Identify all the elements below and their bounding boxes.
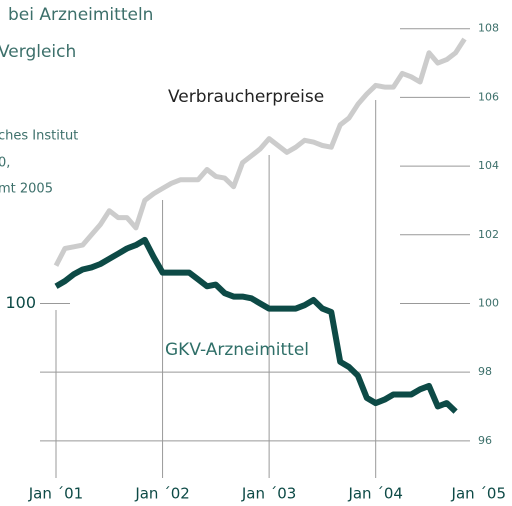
source-fragment: 0,: [0, 156, 10, 171]
series-label: Verbraucherpreise: [168, 87, 324, 107]
series-line: [54, 236, 458, 414]
y-tick-label: 106: [478, 90, 499, 103]
x-tick-label: Jan ´01: [28, 485, 83, 503]
y-tick-label: 108: [478, 22, 499, 35]
y-tick-label: 102: [478, 228, 499, 241]
title-fragment: bei Arzneimitteln: [8, 5, 153, 25]
y-tick-label: 96: [478, 434, 492, 447]
series-line: [53, 37, 467, 267]
series-label: GKV-Arzneimittel: [165, 340, 309, 360]
x-tick-label: Jan ´05: [451, 485, 506, 503]
y-tick-label: 98: [478, 365, 492, 378]
title-fragment: Vergleich: [0, 42, 76, 62]
source-fragment: mt 2005: [0, 182, 53, 197]
left-tick-label: 100: [5, 293, 36, 312]
x-tick-label: Jan ´03: [241, 485, 296, 503]
x-tick-label: Jan ´02: [134, 485, 189, 503]
y-tick-label: 104: [478, 159, 499, 172]
x-tick-label: Jan ´04: [347, 485, 402, 503]
y-tick-label: 100: [478, 296, 499, 309]
source-fragment: ches Institut: [0, 129, 78, 144]
